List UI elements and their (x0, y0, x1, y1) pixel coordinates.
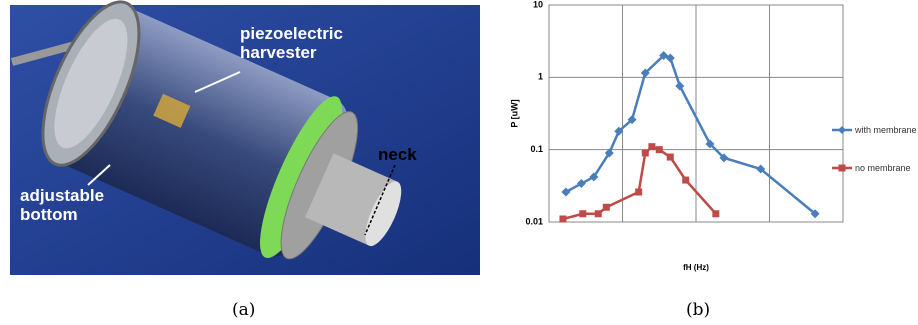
photo-label: neck (378, 145, 417, 164)
marker (810, 209, 820, 219)
marker (719, 153, 729, 163)
caption: (b) (686, 300, 711, 320)
arrow (194, 71, 241, 93)
marker (756, 164, 766, 174)
marker (665, 53, 675, 63)
marker (635, 188, 643, 196)
neck-marker (364, 164, 396, 236)
photo-label: piezoelectric harvester (240, 24, 343, 62)
legend-label: with membrane (855, 125, 917, 135)
marker (614, 126, 624, 136)
chart: 0.01 0.1 1 10 P [uW] fH (Hz) (509, 0, 852, 272)
y-tick-label: 0.01 (525, 216, 543, 226)
legend-label: no membrane (855, 163, 911, 173)
marker (579, 210, 587, 218)
series-line (562, 145, 717, 221)
y-tick-label: 1 (538, 72, 543, 82)
rod (10, 41, 77, 66)
marker (602, 203, 610, 211)
x-axis-label: fH (Hz) (683, 263, 709, 272)
marker (604, 148, 614, 158)
marker (675, 81, 685, 91)
marker (705, 139, 715, 149)
series-line (565, 54, 816, 215)
marker (640, 68, 650, 78)
marker (589, 172, 599, 182)
arrow (87, 164, 111, 186)
marker (712, 210, 720, 218)
cylinder (41, 0, 402, 260)
legend-marker (838, 164, 846, 172)
marker (666, 153, 674, 161)
marker (655, 146, 663, 154)
marker (559, 215, 567, 223)
marker (627, 115, 637, 125)
marker (648, 143, 656, 151)
marker (594, 210, 602, 218)
photo-label: adjustable bottom (20, 186, 105, 224)
marker (576, 179, 586, 189)
y-tick-label: 10 (533, 0, 543, 9)
caption: (a) (232, 300, 256, 320)
y-tick-label: 0.1 (530, 144, 543, 154)
y-axis-label: P [uW] (509, 99, 519, 127)
marker (561, 187, 571, 197)
photo (10, 0, 480, 275)
marker (682, 176, 690, 184)
marker (641, 149, 649, 157)
marker (659, 51, 669, 61)
legend-marker (838, 126, 846, 134)
